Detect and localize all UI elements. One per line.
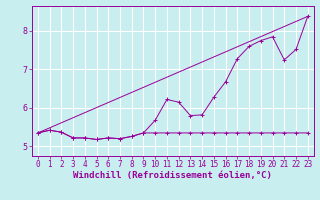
X-axis label: Windchill (Refroidissement éolien,°C): Windchill (Refroidissement éolien,°C) bbox=[73, 171, 272, 180]
